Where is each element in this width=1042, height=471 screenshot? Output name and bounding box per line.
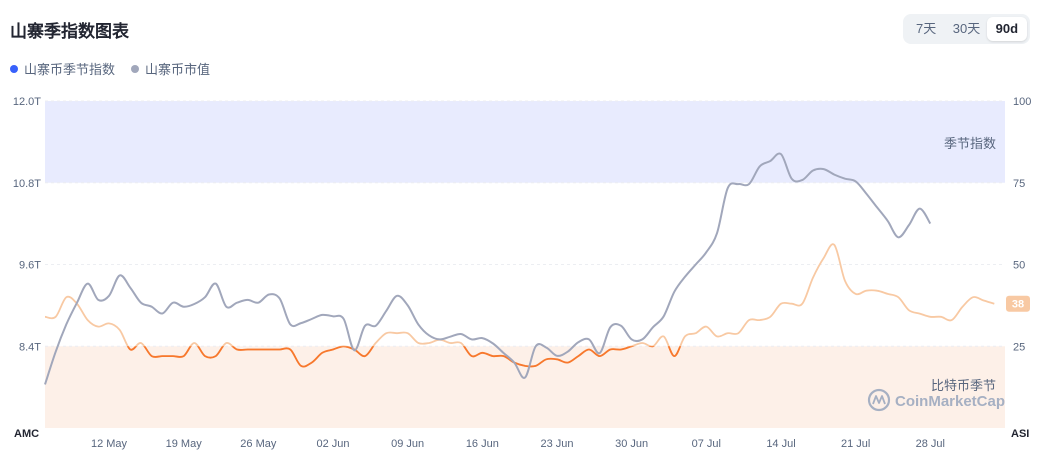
chart-legend: 山寨币季节指数 山寨币市值 [10,59,210,78]
legend-item-altseason-index[interactable]: 山寨币季节指数 [10,59,115,78]
y-left-tick-label: 12.0T [13,96,41,108]
current-index-badge [1006,295,1030,312]
series-layer [44,152,995,385]
time-range-selector: 7天 30天 90d [903,14,1030,44]
zone-label: 季节指数 [944,136,996,151]
x-tick-label: 23 Jun [540,438,573,450]
x-tick-label: 02 Jun [316,438,349,450]
range-7d-button[interactable]: 7天 [916,21,937,36]
x-tick-label: 07 Jul [692,438,721,450]
zone-label: 比特币季节 [931,378,996,393]
y-right-tick-label: 75 [1013,178,1025,190]
y-left-tick-label: 8.4T [19,341,41,353]
y-right-tick-label: 50 [1013,260,1025,272]
y-left-tick-label: 10.8T [13,178,41,190]
x-tick-label: 09 Jun [391,438,424,450]
series-line-altseason-index-low [126,346,682,368]
zone-band [45,101,1005,183]
watermark-text: CoinMarketCap [895,393,1005,410]
x-tick-label: 14 Jul [766,438,795,450]
coinmarketcap-logo-icon [867,388,891,412]
zone-band [45,346,1005,428]
x-tick-label: 28 Jul [916,438,945,450]
y-left-tick-label: 9.6T [19,260,41,272]
x-tick-label: 16 Jun [466,438,499,450]
legend-item-altcoin-market-cap[interactable]: 山寨币市值 [131,59,210,78]
legend-label-altcoin-market-cap: 山寨币市值 [145,62,211,77]
right-axis-name: ASI [1011,428,1029,440]
x-tick-label: 30 Jun [615,438,648,450]
x-tick-label: 21 Jul [841,438,870,450]
range-90d-button[interactable]: 90d [986,17,1027,41]
current-index-value: 38 [1012,299,1024,311]
legend-label-altseason-index: 山寨币季节指数 [24,62,116,77]
x-tick-label: 19 May [166,438,203,450]
watermark: CoinMarketCap [867,388,1005,412]
x-tick-label: 26 May [240,438,277,450]
y-right-tick-label: 100 [1013,96,1031,108]
grid-layer [45,100,1005,347]
axis-layer: 12.0T 10.8T 9.6T 8.4T 100 75 50 25 12 May 19 May 2… [13,96,1032,450]
series-line-altcoin-market-cap [44,152,932,385]
legend-dot-altcoin-market-cap [131,64,140,73]
chart-title: 山寨季指数图表 [10,22,129,41]
x-tick-label: 12 May [91,438,128,450]
y-right-tick-label: 25 [1013,341,1025,353]
range-30d-button[interactable]: 30天 [952,21,981,36]
legend-dot-altseason-index [10,64,18,73]
left-axis-name: AMC [14,428,39,440]
